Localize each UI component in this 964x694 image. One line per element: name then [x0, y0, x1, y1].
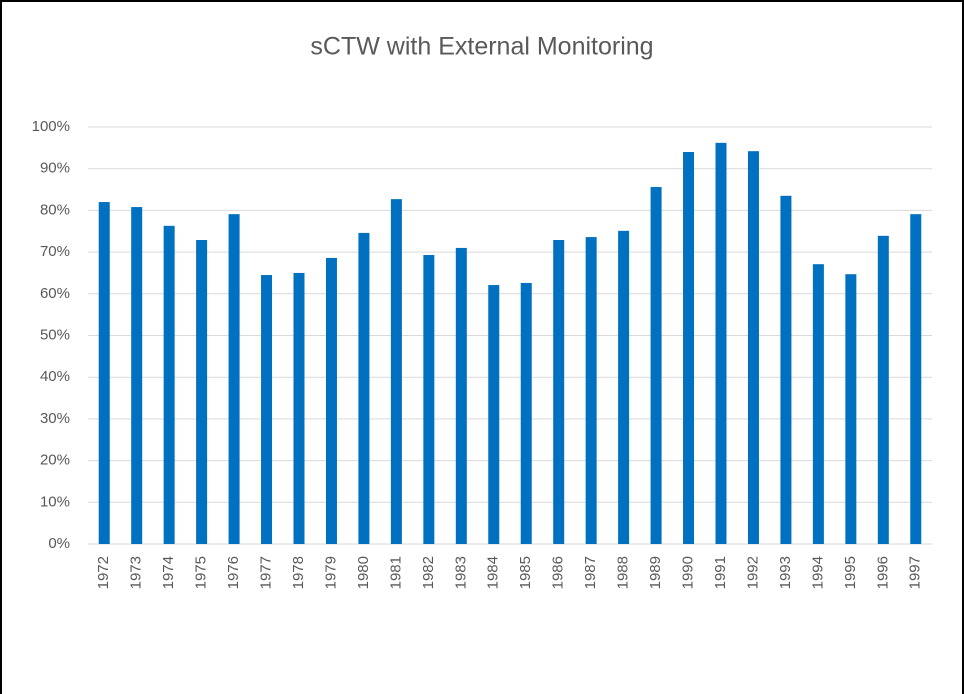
x-tick-label: 1979 — [322, 556, 339, 589]
bar — [747, 151, 759, 544]
y-tick-label: 100% — [32, 118, 70, 135]
bar — [131, 207, 143, 544]
bar — [390, 199, 402, 545]
bar — [196, 240, 208, 544]
x-tick-label: 1983 — [452, 556, 469, 589]
y-tick-label: 60% — [40, 285, 70, 302]
y-tick-label: 30% — [40, 410, 70, 427]
x-tick-label: 1996 — [874, 556, 891, 589]
y-tick-label: 0% — [48, 535, 70, 552]
bar — [293, 272, 305, 544]
x-tick-label: 1974 — [160, 556, 177, 589]
chart-title: sCTW with External Monitoring — [310, 33, 653, 61]
x-tick-label: 1972 — [95, 556, 112, 589]
y-tick-label: 70% — [40, 243, 70, 260]
bar — [163, 225, 175, 545]
y-tick-label: 90% — [40, 160, 70, 177]
x-tick-label: 1989 — [647, 556, 664, 589]
x-tick-label: 1978 — [290, 556, 307, 589]
bar — [423, 255, 435, 545]
x-tick-label: 1975 — [193, 556, 210, 589]
bar — [488, 285, 500, 544]
x-tick-label: 1990 — [680, 556, 697, 589]
bar — [325, 257, 337, 544]
bar — [910, 214, 922, 544]
bar — [877, 235, 889, 544]
bar — [845, 274, 857, 544]
x-tick-label: 1997 — [907, 556, 924, 589]
bar — [553, 240, 565, 544]
x-tick-label: 1988 — [615, 556, 632, 589]
x-tick-label: 1987 — [582, 556, 599, 589]
bar — [585, 237, 597, 544]
y-tick-label: 10% — [40, 493, 70, 510]
x-tick-label: 1986 — [550, 556, 567, 589]
bar — [98, 202, 110, 544]
x-tick-label: 1995 — [842, 556, 859, 589]
y-tick-label: 50% — [40, 326, 70, 343]
bar — [228, 214, 240, 544]
x-tick-label: 1980 — [355, 556, 372, 589]
x-tick-label: 1977 — [258, 556, 275, 589]
x-tick-label: 1993 — [777, 556, 794, 589]
y-tick-label: 20% — [40, 452, 70, 469]
x-tick-label: 1985 — [517, 556, 534, 589]
x-tick-label: 1976 — [225, 556, 242, 589]
x-tick-label: 1992 — [744, 556, 761, 589]
bar — [358, 232, 370, 544]
bar — [780, 195, 792, 544]
y-tick-label: 40% — [40, 368, 70, 385]
x-tick-label: 1973 — [128, 556, 145, 589]
bar — [812, 264, 824, 544]
x-tick-label: 1994 — [809, 556, 826, 589]
y-tick-label: 80% — [40, 201, 70, 218]
bar — [650, 187, 662, 544]
x-tick-label: 1984 — [485, 556, 502, 589]
x-tick-label: 1981 — [387, 556, 404, 589]
bar — [520, 282, 532, 544]
x-tick-label: 1982 — [420, 556, 437, 589]
bar — [683, 152, 695, 544]
bar — [618, 230, 630, 544]
bar — [455, 247, 467, 544]
bar — [261, 275, 273, 544]
x-tick-label: 1991 — [712, 556, 729, 589]
bar — [715, 142, 727, 544]
